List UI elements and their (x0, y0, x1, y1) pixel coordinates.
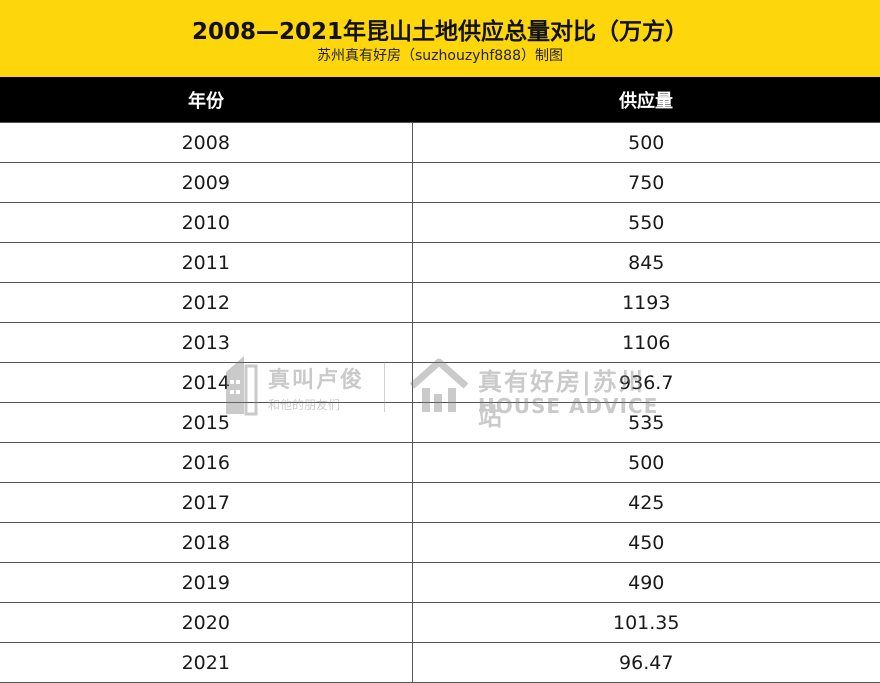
supply-cell: 500 (411, 122, 880, 163)
supply-table: 年份 供应量 2008 500 2009 750 2010 550 2011 845 2012 1… (0, 77, 880, 683)
table-row: 2008 500 (0, 122, 880, 163)
year-cell: 2021 (0, 642, 413, 683)
table-row: 2009 750 (0, 162, 880, 203)
supply-cell: 845 (411, 242, 880, 283)
page-subtitle: 苏州真有好房（suzhouzyhf888）制图 (317, 48, 563, 64)
table-row: 2012 1193 (0, 282, 880, 323)
table-row: 2021 96.47 (0, 642, 880, 683)
supply-cell: 750 (411, 162, 880, 203)
year-cell: 2019 (0, 562, 413, 603)
year-cell: 2013 (0, 322, 413, 363)
year-cell: 2009 (0, 162, 413, 203)
supply-cell: 550 (411, 202, 880, 243)
year-cell: 2012 (0, 282, 413, 323)
supply-cell: 101.35 (411, 602, 880, 643)
supply-cell: 425 (411, 482, 880, 523)
year-cell: 2016 (0, 442, 413, 483)
year-cell: 2011 (0, 242, 413, 283)
table-row: 2011 845 (0, 242, 880, 283)
table-row: 2019 490 (0, 562, 880, 603)
page-title: 2008—2021年昆山土地供应总量对比（万方） (191, 19, 689, 45)
supply-cell: 450 (411, 522, 880, 563)
table-header-row: 年份 供应量 (0, 77, 880, 123)
supply-cell: 1106 (411, 322, 880, 363)
column-header-year: 年份 (0, 77, 412, 123)
table-row: 2020 101.35 (0, 602, 880, 643)
year-cell: 2017 (0, 482, 413, 523)
table-row: 2018 450 (0, 522, 880, 563)
supply-cell: 936.7 (411, 362, 880, 403)
supply-cell: 535 (411, 402, 880, 443)
year-cell: 2020 (0, 602, 413, 643)
year-cell: 2018 (0, 522, 413, 563)
supply-cell: 96.47 (411, 642, 880, 683)
year-cell: 2015 (0, 402, 413, 443)
column-header-supply: 供应量 (412, 77, 880, 123)
title-banner: 2008—2021年昆山土地供应总量对比（万方） 苏州真有好房（suzhouzy… (0, 0, 880, 77)
table-row: 2017 425 (0, 482, 880, 523)
table-row: 2016 500 (0, 442, 880, 483)
table-row: 2015 535 (0, 402, 880, 443)
year-cell: 2008 (0, 122, 413, 163)
supply-cell: 500 (411, 442, 880, 483)
year-cell: 2010 (0, 202, 413, 243)
table-row: 2013 1106 (0, 322, 880, 363)
year-cell: 2014 (0, 362, 413, 403)
table-row: 2010 550 (0, 202, 880, 243)
table-row: 2014 936.7 (0, 362, 880, 403)
supply-cell: 1193 (411, 282, 880, 323)
supply-cell: 490 (411, 562, 880, 603)
